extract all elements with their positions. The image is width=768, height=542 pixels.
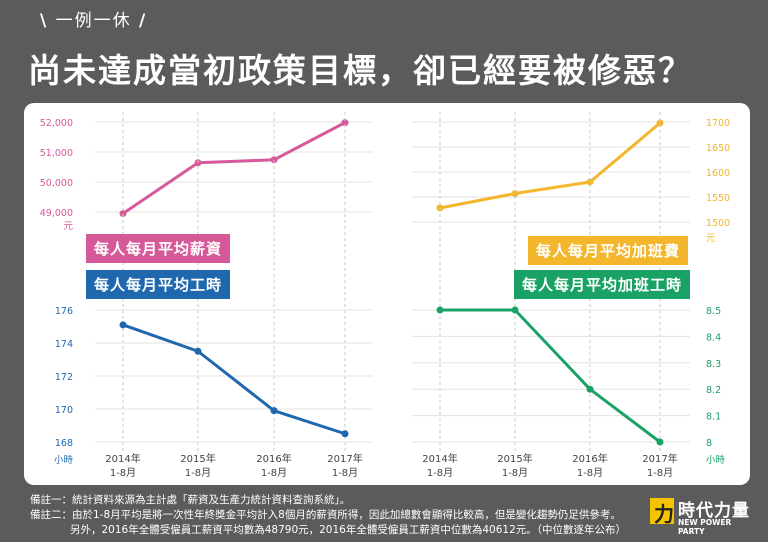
kicker-label: \ 一例一休 / [40, 11, 148, 31]
data-point [341, 119, 349, 127]
y-tick-label: 8.2 [706, 385, 721, 396]
legend-overtime-pay: 每人每月平均加班費 [528, 236, 689, 265]
data-point [511, 190, 519, 197]
x-tick-label-year: 2017年 [327, 452, 362, 465]
y-tick-label: 8 [706, 438, 712, 449]
y-tick-label: 170 [55, 405, 73, 416]
data-point [586, 385, 594, 393]
series-line [440, 308, 661, 444]
x-tick-label-period: 1-8月 [577, 467, 603, 479]
data-point [586, 178, 594, 186]
y-tick-label: 174 [55, 339, 73, 350]
y-unit-label: 小時 [54, 455, 74, 466]
x-tick-label-period: 1-8月 [332, 467, 358, 479]
data-point [656, 119, 664, 127]
x-tick-label-year: 2016年 [256, 452, 291, 465]
x-tick-label-period: 1-8月 [647, 467, 673, 479]
x-tick-label-year: 2015年 [180, 452, 215, 465]
y-tick-label: 52,000 [40, 118, 73, 129]
x-tick-label-period: 1-8月 [261, 467, 287, 479]
y-tick-label: 50,000 [40, 178, 73, 189]
x-tick-label-period: 1-8月 [110, 467, 136, 479]
legend-overtime-hours: 每人每月平均加班工時 [514, 270, 691, 299]
data-point [436, 306, 444, 314]
footnote-2: 備註二：由於1-8月平均是將一次性年終獎金平均計入8個月的薪資所得，因此加總數會… [30, 509, 621, 521]
data-point [194, 347, 202, 355]
y-tick-label: 8.1 [706, 412, 721, 423]
x-tick-label-year: 2014年 [422, 452, 457, 465]
y-tick-label: 172 [55, 372, 73, 383]
x-tick-label-year: 2017年 [642, 452, 677, 465]
y-tick-label: 49,000 [40, 208, 73, 219]
y-tick-label: 1650 [706, 143, 730, 154]
y-unit-label: 元 [63, 221, 73, 232]
series-line [122, 121, 346, 215]
y-unit-label: 小時 [706, 455, 726, 466]
data-point [341, 430, 349, 438]
y-tick-label: 8.4 [706, 332, 721, 343]
data-point [119, 321, 127, 329]
y-tick-label: 1500 [706, 218, 730, 229]
series-line [122, 323, 346, 436]
y-tick-label: 1700 [706, 118, 730, 129]
y-tick-label: 8.5 [706, 306, 721, 317]
data-point [270, 407, 278, 415]
x-tick-label-period: 1-8月 [427, 467, 453, 479]
data-point [656, 438, 664, 446]
x-tick-label-period: 1-8月 [185, 467, 211, 479]
logo-name-zh: 時代力量 [678, 501, 750, 521]
y-tick-label: 8.3 [706, 359, 721, 370]
legend-wage: 每人每月平均薪資 [86, 234, 231, 263]
data-point [119, 210, 127, 217]
logo-mark-icon: 力 [650, 498, 674, 526]
page-title: 尚未達成當初政策目標，卻已經要被修惡？ [28, 51, 693, 90]
legend-hours: 每人每月平均工時 [86, 270, 231, 299]
x-tick-label-year: 2015年 [497, 452, 532, 465]
footnote-1: 備註一：統計資料來源為主計處「薪資及生產力統計資料查詢系統」。 [30, 494, 351, 506]
footnote-3: 另外，2016年全體受僱員工薪資平均數為48790元，2016年全體受僱員工薪資… [70, 524, 626, 536]
y-tick-label: 176 [55, 306, 73, 317]
data-point [511, 306, 519, 314]
y-tick-label: 1600 [706, 168, 730, 179]
x-tick-label-year: 2014年 [105, 452, 140, 465]
data-point [270, 156, 278, 164]
y-tick-label: 168 [55, 438, 73, 449]
series-line [439, 121, 661, 210]
logo-name-en: NEW POWER PARTY [678, 518, 732, 536]
x-tick-label-year: 2016年 [572, 452, 607, 465]
y-tick-label: 1550 [706, 193, 730, 204]
party-logo: 力 時代力量 NEW POWER PARTY [650, 494, 760, 536]
y-tick-label: 51,000 [40, 148, 73, 159]
x-tick-label-period: 1-8月 [502, 467, 528, 479]
y-unit-label: 元 [706, 233, 716, 244]
